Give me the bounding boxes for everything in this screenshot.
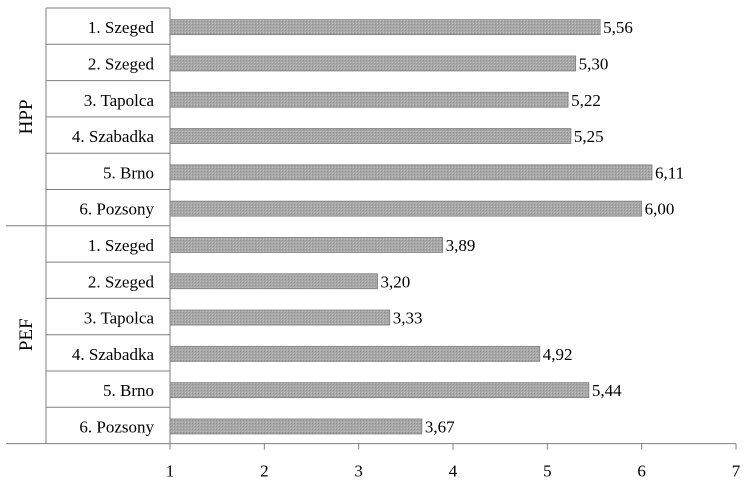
bar — [169, 273, 378, 290]
bar — [169, 19, 601, 36]
bar — [169, 418, 423, 435]
category-label: 1. Szeged — [88, 18, 155, 37]
bar — [169, 91, 569, 108]
data-label: 3,67 — [425, 417, 455, 436]
category-label: 2. Szeged — [88, 54, 155, 73]
x-tick-label: 3 — [354, 462, 363, 481]
category-label: 6. Pozsony — [79, 200, 154, 219]
x-tick-label: 7 — [732, 462, 741, 481]
category-label: 4. Szabadka — [72, 127, 155, 146]
category-label: 1. Szeged — [88, 236, 155, 255]
data-label: 6,00 — [645, 200, 675, 219]
data-label: 3,33 — [393, 309, 423, 328]
category-label: 5. Brno — [103, 381, 154, 400]
bar — [169, 128, 572, 144]
data-label: 5,44 — [592, 381, 622, 400]
data-label: 3,89 — [446, 236, 476, 255]
x-tick-label: 1 — [166, 462, 175, 481]
data-label: 5,25 — [574, 127, 604, 146]
bars-layer — [169, 19, 653, 435]
bar — [169, 237, 444, 253]
bar — [169, 164, 653, 181]
labels-layer: 1 2 3 4 5 6 7 5,56 1. Szeged 5,30 2. Szeged 5,22 3. … — [16, 18, 741, 480]
x-tick-label: 6 — [637, 462, 646, 481]
group-label: PEF — [16, 318, 37, 351]
x-tick-label: 5 — [543, 462, 552, 481]
bar — [169, 55, 577, 72]
bar — [169, 309, 391, 326]
bar — [169, 200, 643, 217]
category-label: 6. Pozsony — [79, 417, 154, 436]
group-label: HPP — [16, 99, 37, 134]
data-label: 5,56 — [603, 18, 633, 37]
bar — [169, 345, 541, 362]
category-label: 3. Tapolca — [84, 309, 155, 328]
x-tick-label: 4 — [449, 462, 458, 481]
category-label: 3. Tapolca — [84, 91, 155, 110]
category-label: 2. Szeged — [88, 272, 155, 291]
data-label: 4,92 — [543, 345, 573, 364]
category-label: 5. Brno — [103, 163, 154, 182]
x-tick-label: 2 — [260, 462, 269, 481]
bar — [169, 382, 590, 399]
data-label: 5,30 — [579, 54, 609, 73]
axes-layer — [6, 7, 737, 450]
data-label: 5,22 — [571, 91, 601, 110]
data-label: 3,20 — [381, 272, 411, 291]
data-label: 6,11 — [655, 163, 684, 182]
category-label: 4. Szabadka — [72, 345, 155, 364]
